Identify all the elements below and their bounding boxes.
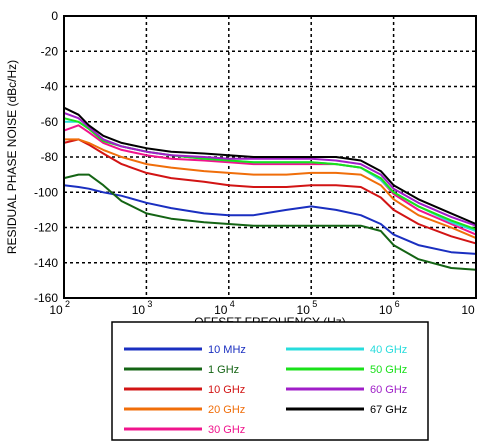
x-tick-exponent: 3 <box>147 299 152 309</box>
y-tick-label: -140 <box>34 256 58 270</box>
x-tick-base: 10 <box>132 303 146 317</box>
x-tick-label: 10 4 <box>214 299 235 317</box>
plot-frame <box>63 15 477 299</box>
legend-label: 40 GHz <box>370 344 407 356</box>
y-tick-label: -80 <box>41 150 59 164</box>
x-tick-label: 10 <box>461 303 475 317</box>
legend-label: 30 GHz <box>208 424 245 436</box>
legend-entry: 67 GHz <box>286 404 407 416</box>
legend-entry: 30 GHz <box>124 424 245 436</box>
x-tick-base: 10 <box>461 303 475 317</box>
y-tick-labels: 0 -20 -40 -60 -80 -100 -120 -140 -160 <box>34 9 58 305</box>
legend-label: 67 GHz <box>370 404 407 416</box>
series-line <box>63 111 477 227</box>
legend: 10 MHz 1 GHz 10 GHz 20 GHz 30 GHz 40 GHz 50 GH… <box>124 344 407 436</box>
y-tick-label: -60 <box>41 115 59 129</box>
legend-entry: 10 GHz <box>124 384 245 396</box>
x-tick-exponent: 6 <box>395 299 400 309</box>
series-line <box>64 138 477 240</box>
x-tick-label: 10 6 <box>379 299 400 317</box>
legend-entry: 40 GHz <box>286 344 407 356</box>
x-tick-base: 10 <box>379 303 393 317</box>
legend-box <box>111 321 429 441</box>
legend-entry: 60 GHz <box>286 384 407 396</box>
legend-label: 10 GHz <box>208 384 245 396</box>
y-tick-label: -40 <box>41 80 59 94</box>
x-tick-label: 10 2 <box>49 299 70 317</box>
x-tick-exponent: 2 <box>65 299 70 309</box>
y-axis-label: RESIDUAL PHASE NOISE (dBc/Hz) <box>5 60 19 254</box>
series-line <box>64 120 477 232</box>
y-tick-label: -20 <box>41 44 59 58</box>
series-lines <box>63 106 477 271</box>
legend-label: 50 GHz <box>370 364 407 376</box>
x-tick-labels: 10 2 10 3 10 4 10 5 10 6 10 <box>49 299 475 317</box>
x-tick-exponent: 5 <box>312 299 317 309</box>
y-tick-label: -120 <box>34 221 58 235</box>
x-tick-base: 10 <box>297 303 311 317</box>
series-line <box>63 106 477 225</box>
y-tick-label: -160 <box>34 291 58 305</box>
series-line <box>63 138 477 245</box>
legend-entry: 50 GHz <box>286 364 407 376</box>
series-line <box>63 184 477 255</box>
x-tick-label: 10 3 <box>132 299 153 317</box>
series-line <box>63 117 477 231</box>
legend-label: 1 GHz <box>208 364 239 376</box>
legend-entry: 20 GHz <box>124 404 245 416</box>
legend-entry: 1 GHz <box>124 364 239 376</box>
x-tick-base: 10 <box>49 303 63 317</box>
y-tick-label: 0 <box>51 9 58 23</box>
x-tick-label: 10 5 <box>297 299 318 317</box>
y-tick-label: -100 <box>34 185 58 199</box>
series-line <box>63 173 477 271</box>
x-tick-base: 10 <box>214 303 228 317</box>
x-tick-exponent: 4 <box>230 299 235 309</box>
legend-label: 20 GHz <box>208 404 245 416</box>
legend-entry: 10 MHz <box>124 344 246 356</box>
legend-label: 10 MHz <box>208 344 246 356</box>
legend-label: 60 GHz <box>370 384 407 396</box>
series-line <box>63 124 477 236</box>
